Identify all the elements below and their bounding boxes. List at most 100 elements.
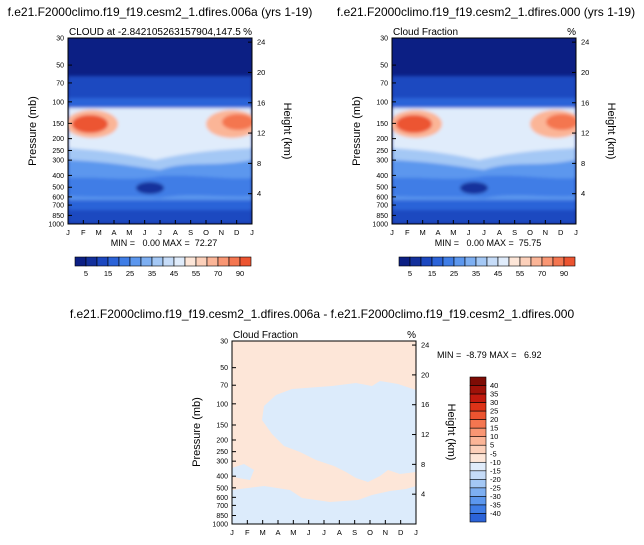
colorbar-label: 10 xyxy=(490,432,498,441)
colorbar-box xyxy=(184,256,197,267)
y-tick-label: 500 xyxy=(216,485,228,492)
colorbar-box xyxy=(552,256,565,267)
colorbar-box xyxy=(85,256,98,267)
x-tick-label: J xyxy=(482,228,486,237)
colorbar-label: -5 xyxy=(490,449,497,458)
x-tick-label: J xyxy=(66,228,70,237)
colorbar-box xyxy=(563,256,576,267)
colorbar-box xyxy=(228,256,241,267)
y-tick-label: 700 xyxy=(376,203,388,210)
height-tick-label: 16 xyxy=(581,98,589,107)
y-tick-label: 250 xyxy=(52,148,64,155)
x-tick-label: S xyxy=(352,528,357,537)
colorbar-label: 40 xyxy=(490,381,498,390)
panel-3-title: Cloud Fraction xyxy=(233,330,298,341)
x-tick-label: M xyxy=(96,228,102,237)
height-tick-label: 24 xyxy=(421,341,429,350)
field-layer-top-band xyxy=(392,76,576,100)
panel-1-y-label: Pressure (mb) xyxy=(27,96,39,166)
field-max-right-core xyxy=(546,114,576,130)
colorbar-label: 5 xyxy=(408,269,412,278)
x-tick-label: O xyxy=(367,528,373,537)
y-tick-label: 1000 xyxy=(212,522,228,529)
colorbar-box xyxy=(508,256,521,267)
x-tick-label: A xyxy=(111,228,116,237)
colorbar-box xyxy=(469,470,487,480)
y-tick-label: 1000 xyxy=(48,222,64,229)
panel-2-colorbar: 5 15 25 35 45 55 70 90 xyxy=(398,256,576,278)
diff-patch-lower xyxy=(232,486,416,524)
y-tick-label: 300 xyxy=(52,158,64,165)
x-tick-label: J xyxy=(414,528,418,537)
x-tick-label: A xyxy=(275,528,280,537)
colorbar-label: 90 xyxy=(560,269,568,278)
y-tick-label: 30 xyxy=(56,36,64,43)
colorbar-label: -30 xyxy=(490,492,501,501)
height-tick-label: 24 xyxy=(257,38,265,47)
panel-2-y-ticks: 30 50 70 100 150 200 250 300 400 500 600 700 850 1000… xyxy=(372,36,589,229)
y-tick-label: 30 xyxy=(380,36,388,43)
colorbar-box xyxy=(453,256,466,267)
colorbar-box xyxy=(107,256,120,267)
panel-1-title: CLOUD at -2.842105263157904,147.5 xyxy=(69,27,241,38)
panel-3: f.e21.F2000climo.f19_f19.cesm2_1.dfires.… xyxy=(70,307,575,537)
colorbar-box xyxy=(469,461,487,472)
colorbar-label: -40 xyxy=(490,509,501,518)
colorbar-box xyxy=(409,256,422,267)
x-tick-label: M xyxy=(450,228,456,237)
x-tick-label: F xyxy=(81,228,86,237)
y-tick-label: 70 xyxy=(380,80,388,87)
y-tick-label: 200 xyxy=(376,136,388,143)
y-tick-label: 600 xyxy=(216,495,228,502)
y-tick-label: 700 xyxy=(216,503,228,510)
colorbar-box xyxy=(469,496,487,506)
y-tick-label: 100 xyxy=(376,99,388,106)
colorbar-box xyxy=(151,256,164,267)
x-tick-label: M xyxy=(290,528,296,537)
panel-2-title: Cloud Fraction xyxy=(393,27,458,38)
colorbar-box xyxy=(469,436,487,446)
y-tick-label: 850 xyxy=(52,213,64,220)
field-max-left-core xyxy=(72,115,108,133)
y-tick-label: 1000 xyxy=(372,222,388,229)
height-tick-label: 16 xyxy=(421,400,429,409)
panel-3-units: % xyxy=(407,330,416,341)
colorbar-box xyxy=(469,402,487,412)
colorbar-label: 30 xyxy=(490,398,498,407)
colorbar-box xyxy=(469,513,487,523)
colorbar-label: 55 xyxy=(516,269,524,278)
colorbar-label: 35 xyxy=(472,269,480,278)
colorbar-label: 35 xyxy=(490,390,498,399)
colorbar-box xyxy=(497,256,510,267)
colorbar-label: 5 xyxy=(490,441,494,450)
panel-1-right-label: Height (km) xyxy=(281,103,293,160)
x-tick-label: D xyxy=(234,228,240,237)
x-tick-label: J xyxy=(250,228,254,237)
colorbar-box xyxy=(486,256,499,267)
y-tick-label: 300 xyxy=(216,459,228,466)
colorbar-label: 25 xyxy=(490,407,498,416)
field-low-deep xyxy=(136,182,164,194)
colorbar-box xyxy=(469,419,487,429)
colorbar-box xyxy=(464,256,477,267)
colorbar-box xyxy=(469,479,487,489)
x-tick-label: J xyxy=(390,228,394,237)
colorbar-box xyxy=(398,256,411,267)
x-tick-label: D xyxy=(558,228,564,237)
diff-patch-upper xyxy=(262,381,416,482)
colorbar-box xyxy=(442,256,455,267)
colorbar-label: -20 xyxy=(490,475,501,484)
y-tick-label: 70 xyxy=(220,383,228,390)
y-tick-label: 300 xyxy=(376,158,388,165)
colorbar-label: 15 xyxy=(428,269,436,278)
y-tick-label: 50 xyxy=(220,365,228,372)
colorbar-box xyxy=(469,427,487,438)
x-tick-label: M xyxy=(260,528,266,537)
height-tick-label: 12 xyxy=(257,129,265,138)
colorbar-label: 45 xyxy=(494,269,502,278)
y-tick-label: 850 xyxy=(376,213,388,220)
panel-3-right-label: Height (km) xyxy=(445,404,457,461)
